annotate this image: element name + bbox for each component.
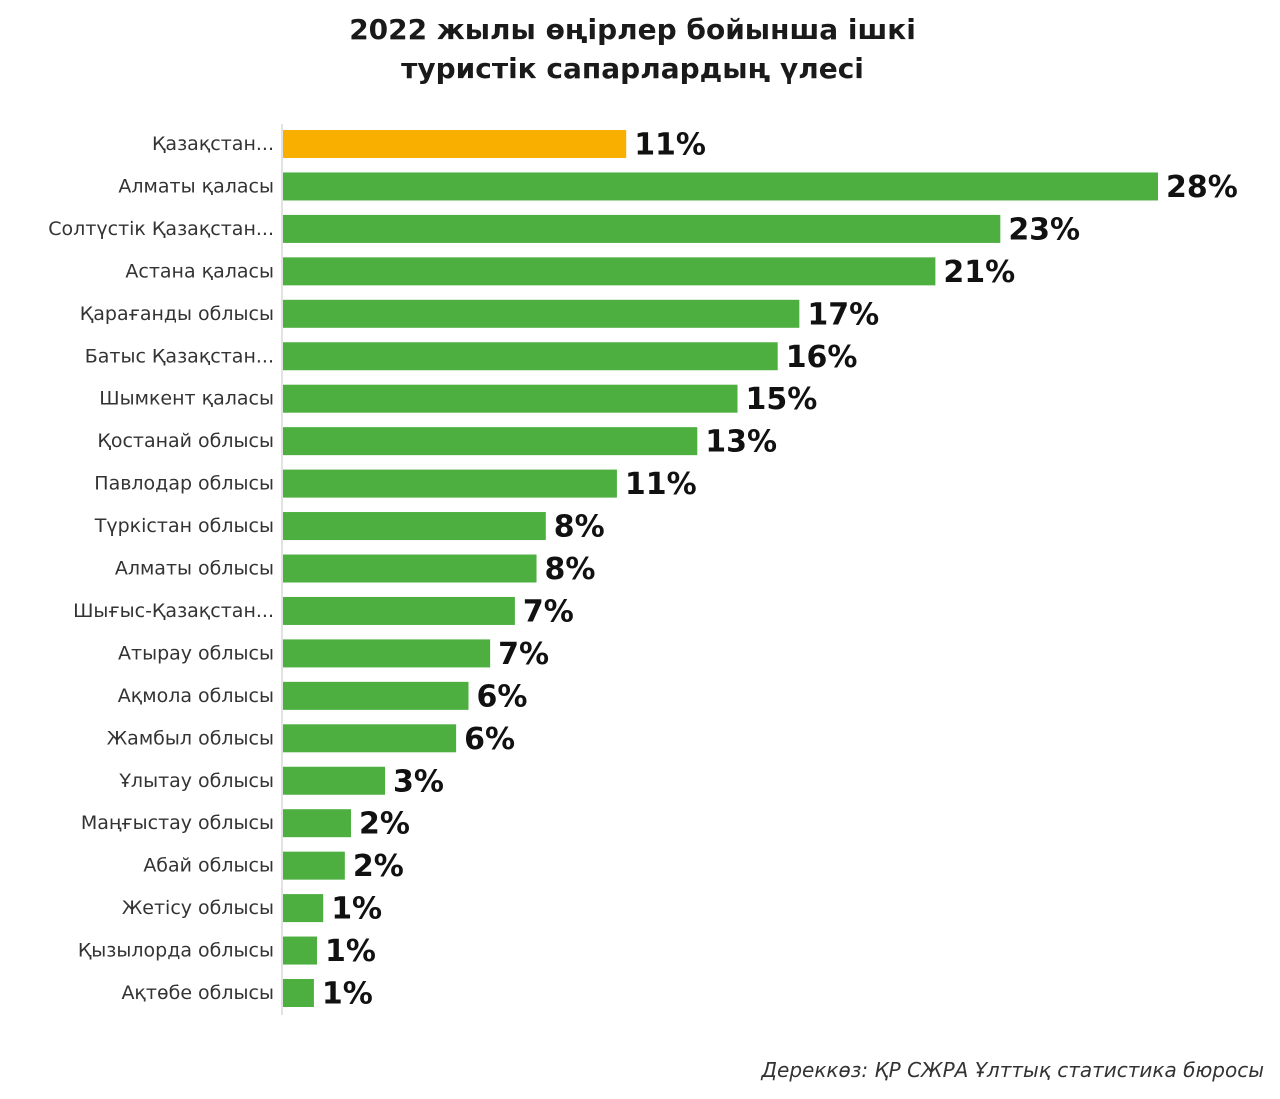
chart-title-line-1: 2022 жылы өңірлер бойынша ішкі [349,13,916,46]
category-label-5: Батыс Қазақстан... [85,345,274,367]
value-label-4: 17% [807,297,879,332]
bar-1 [283,172,1158,201]
category-label-18: Жетісу облысы [122,897,274,919]
value-label-6: 15% [746,382,818,417]
category-label-19: Қызылорда облысы [78,940,274,962]
value-label-2: 23% [1008,212,1080,247]
value-label-12: 7% [498,637,549,672]
category-label-0: Қазақстан... [152,133,274,155]
category-label-13: Ақмола облысы [118,685,274,707]
chart-title-line-2: туристік сапарлардың үлесі [401,52,864,85]
category-label-16: Маңғыстау облысы [81,812,274,834]
bar-9 [283,512,546,541]
value-label-16: 2% [359,807,410,842]
bar-4 [283,299,800,328]
value-label-11: 7% [523,594,574,629]
value-label-18: 1% [331,892,382,927]
value-label-0: 11% [634,128,706,163]
chart-title: 2022 жылы өңірлер бойынша ішкі туристік … [0,10,1265,88]
bar-15 [283,766,386,795]
bar-10 [283,554,537,583]
bar-14 [283,724,457,753]
bar-2 [283,214,1001,243]
category-label-11: Шығыс-Қазақстан... [73,600,274,622]
category-label-8: Павлодар облысы [94,473,274,495]
bar-6 [283,384,738,413]
value-labels-layer: 11%28%23%21%17%16%15%13%11%8%8%7%7%6%6%3… [322,128,1238,1012]
category-label-14: Жамбыл облысы [107,727,274,749]
bar-8 [283,469,617,498]
value-label-1: 28% [1166,170,1238,205]
value-label-17: 2% [353,849,404,884]
category-label-2: Солтүстік Қазақстан... [48,218,274,240]
value-label-15: 3% [393,764,444,799]
category-label-6: Шымкент қаласы [99,388,274,410]
value-label-8: 11% [625,467,697,502]
value-label-9: 8% [554,510,605,545]
bar-17 [283,851,345,880]
value-label-10: 8% [545,552,596,587]
bar-19 [283,936,318,965]
bar-3 [283,257,936,286]
bar-11 [283,596,515,625]
value-label-20: 1% [322,977,373,1012]
category-label-20: Ақтөбе облысы [121,982,274,1004]
bar-13 [283,681,469,710]
value-label-5: 16% [786,340,858,375]
value-label-7: 13% [705,425,777,460]
bar-18 [283,894,324,923]
bars-layer [283,130,1158,1007]
category-label-10: Алматы облысы [115,558,274,580]
category-label-12: Атырау облысы [118,642,274,664]
category-label-3: Астана қаласы [125,260,274,282]
source-note: Дереккөз: ҚР СЖРА Ұлттық статистика бюро… [761,1058,1264,1082]
category-label-1: Алматы қаласы [118,175,274,197]
bar-20 [283,979,314,1007]
category-label-17: Абай облысы [143,855,274,877]
bar-16 [283,809,352,838]
category-label-4: Қарағанды облысы [80,303,274,325]
bar-0 [283,130,627,158]
value-label-13: 6% [477,679,528,714]
category-label-7: Қостанай облысы [97,430,274,452]
value-label-14: 6% [464,722,515,757]
value-label-3: 21% [943,255,1015,290]
bar-12 [283,639,491,668]
category-label-15: Ұлытау облысы [118,770,274,792]
category-label-9: Түркістан облысы [94,515,274,537]
bar-7 [283,427,698,456]
bar-5 [283,342,778,371]
value-label-19: 1% [325,934,376,969]
category-labels-layer: Қазақстан... Алматы қаласы Солтүстік Қазақ… [48,133,274,1004]
